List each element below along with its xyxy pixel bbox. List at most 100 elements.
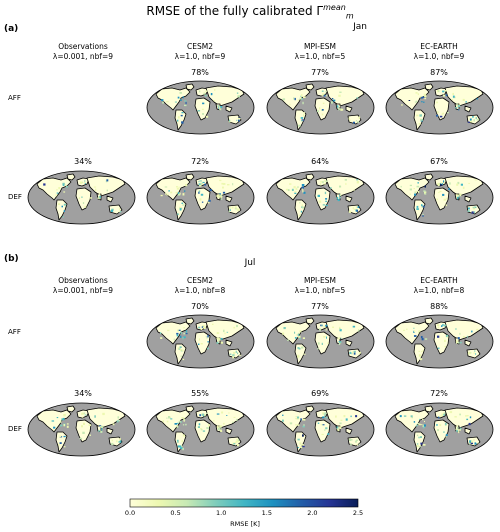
rmse-cell xyxy=(217,105,219,107)
panel-b-row-aff-label: AFF xyxy=(8,328,21,336)
rmse-cell xyxy=(100,426,102,428)
rmse-cell xyxy=(170,418,173,420)
rmse-cell xyxy=(235,440,238,443)
continent xyxy=(275,87,311,111)
rmse-cell xyxy=(437,429,439,432)
rmse-cell xyxy=(320,181,323,183)
rmse-cell xyxy=(116,440,118,443)
rmse-cell xyxy=(178,420,181,423)
rmse-cell xyxy=(416,208,419,210)
rmse-cell xyxy=(111,439,113,442)
rmse-cell xyxy=(302,434,304,437)
rmse-cell xyxy=(199,414,202,417)
rmse-cell xyxy=(421,204,423,207)
rmse-cell xyxy=(321,90,324,92)
rmse-cell xyxy=(82,412,85,415)
rmse-cell xyxy=(321,113,324,116)
rmse-cell xyxy=(183,332,186,335)
rmse-cell xyxy=(340,419,343,421)
colorbar-gradient xyxy=(129,498,359,508)
rmse-cell xyxy=(325,95,327,97)
rmse-cell xyxy=(207,347,209,350)
rmse-cell xyxy=(302,101,304,105)
rmse-cell xyxy=(160,337,163,339)
rmse-cell xyxy=(202,181,205,183)
rmse-cell xyxy=(441,413,444,416)
rmse-cell xyxy=(437,347,440,349)
rmse-cell xyxy=(160,332,162,334)
rmse-cell xyxy=(234,207,237,210)
rmse-cell xyxy=(226,331,229,333)
rmse-cell xyxy=(232,356,235,359)
rmse-cell xyxy=(459,193,462,196)
rmse-cell xyxy=(336,427,338,430)
rmse-cell xyxy=(78,197,80,199)
rmse-cell xyxy=(232,183,234,186)
rmse-cell xyxy=(439,424,442,427)
rmse-cell xyxy=(411,417,413,419)
panel-a-def-obs-map xyxy=(27,170,136,225)
rmse-cell xyxy=(418,354,422,357)
rmse-cell xyxy=(470,442,473,444)
column-name: MPI-ESM xyxy=(304,276,336,285)
rmse-cell xyxy=(355,120,358,122)
rmse-cell xyxy=(179,98,181,100)
rmse-cell xyxy=(302,188,304,191)
rmse-cell xyxy=(422,424,425,427)
rmse-cell xyxy=(297,99,300,101)
continent xyxy=(86,407,126,429)
rmse-cell xyxy=(62,417,65,421)
rmse-cell xyxy=(218,337,220,340)
rmse-cell xyxy=(180,114,183,117)
title-superscript: mean xyxy=(323,3,346,12)
continent xyxy=(394,87,430,111)
rmse-cell xyxy=(177,445,181,448)
panel-b-def-obs-map xyxy=(27,402,136,457)
rmse-cell xyxy=(216,332,219,334)
panel-b-col-3-header: EC-EARTH λ=1.0, nbf=8 xyxy=(384,276,494,296)
rmse-cell xyxy=(301,97,303,101)
rmse-cell xyxy=(415,100,418,103)
rmse-cell xyxy=(317,110,319,113)
continent xyxy=(325,407,365,429)
rmse-cell xyxy=(424,192,426,195)
rmse-cell xyxy=(339,426,342,428)
rmse-cell xyxy=(457,341,460,344)
rmse-cell xyxy=(81,412,84,414)
rmse-cell xyxy=(202,430,206,432)
rmse-cell xyxy=(416,445,419,447)
rmse-cell xyxy=(455,328,457,330)
rmse-cell xyxy=(283,327,286,330)
rmse-cell xyxy=(282,419,284,422)
rmse-cell xyxy=(323,94,326,97)
rmse-cell xyxy=(161,99,164,102)
rmse-cell xyxy=(177,440,179,443)
rmse-cell xyxy=(420,97,423,99)
rmse-cell xyxy=(220,196,223,198)
map-border xyxy=(266,80,375,135)
rmse-cell xyxy=(294,192,297,194)
rmse-cell xyxy=(443,413,445,416)
rmse-cell xyxy=(177,194,181,196)
panel-a-def-mpi-map xyxy=(266,170,375,225)
rmse-cell xyxy=(352,207,354,209)
rmse-cell xyxy=(178,329,181,331)
rmse-cell xyxy=(185,101,187,105)
rmse-cell xyxy=(234,206,237,209)
rmse-cell xyxy=(179,346,182,348)
rmse-cell xyxy=(294,331,296,334)
rmse-cell xyxy=(294,337,297,339)
panel-a-row-def-label: DEF xyxy=(8,193,22,201)
map-border xyxy=(146,314,255,369)
rmse-cell xyxy=(301,419,305,421)
panel-b-def-mpi-percent: 69% xyxy=(311,389,329,398)
rmse-cell xyxy=(322,204,326,206)
rmse-cell xyxy=(439,184,442,186)
rmse-cell xyxy=(455,107,458,109)
rmse-cell xyxy=(337,106,339,109)
rmse-cell xyxy=(181,417,184,419)
rmse-cell xyxy=(181,112,184,114)
rmse-cell xyxy=(343,415,346,418)
rmse-cell xyxy=(63,210,65,212)
rmse-cell xyxy=(168,416,171,419)
